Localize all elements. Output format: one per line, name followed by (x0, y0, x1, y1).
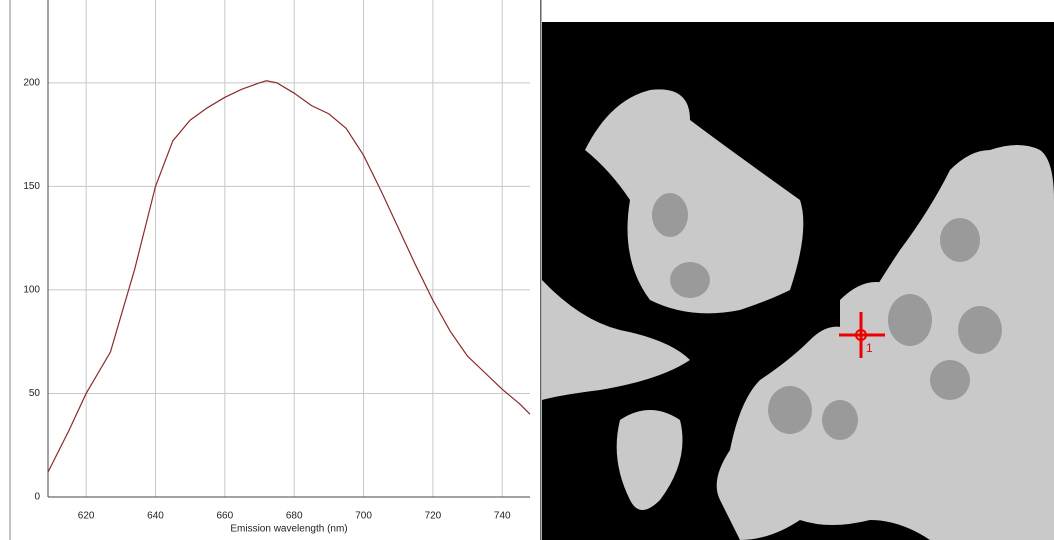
y-tick-label: 100 (23, 285, 40, 296)
y-tick-label: 200 (23, 77, 40, 88)
x-tick-label: 620 (78, 511, 95, 522)
x-tick-label: 680 (286, 511, 303, 522)
cell (585, 89, 804, 314)
y-tick-label: 0 (34, 492, 40, 503)
nucleus (888, 294, 932, 346)
nucleus (958, 306, 1002, 354)
crosshair-circle (855, 329, 867, 341)
cell (616, 410, 683, 510)
nucleus (822, 400, 858, 440)
x-tick-label: 640 (147, 511, 164, 522)
x-tick-label: 700 (355, 511, 372, 522)
nucleus (930, 360, 970, 400)
x-tick-label: 740 (494, 511, 511, 522)
spectrum-chart: Emission wavelength (nm) 0 50 100 150 200 620… (9, 0, 531, 540)
line-series (47, 80, 531, 473)
x-tick-label: 660 (217, 511, 234, 522)
x-axis-label: Emission wavelength (nm) (230, 524, 347, 535)
x-tick-label: 720 (425, 511, 442, 522)
microscope-image: 1 (540, 0, 1054, 540)
y-tick-label: 50 (29, 388, 41, 399)
cell (840, 282, 910, 363)
cell (542, 280, 690, 400)
nucleus (768, 386, 812, 434)
nucleus (652, 193, 688, 237)
y-tick-label: 150 (23, 181, 40, 192)
nucleus (940, 218, 980, 262)
nucleus (670, 262, 710, 298)
crosshair (839, 312, 885, 358)
nuclei (652, 193, 1002, 440)
marker-label: 1 (866, 341, 873, 355)
